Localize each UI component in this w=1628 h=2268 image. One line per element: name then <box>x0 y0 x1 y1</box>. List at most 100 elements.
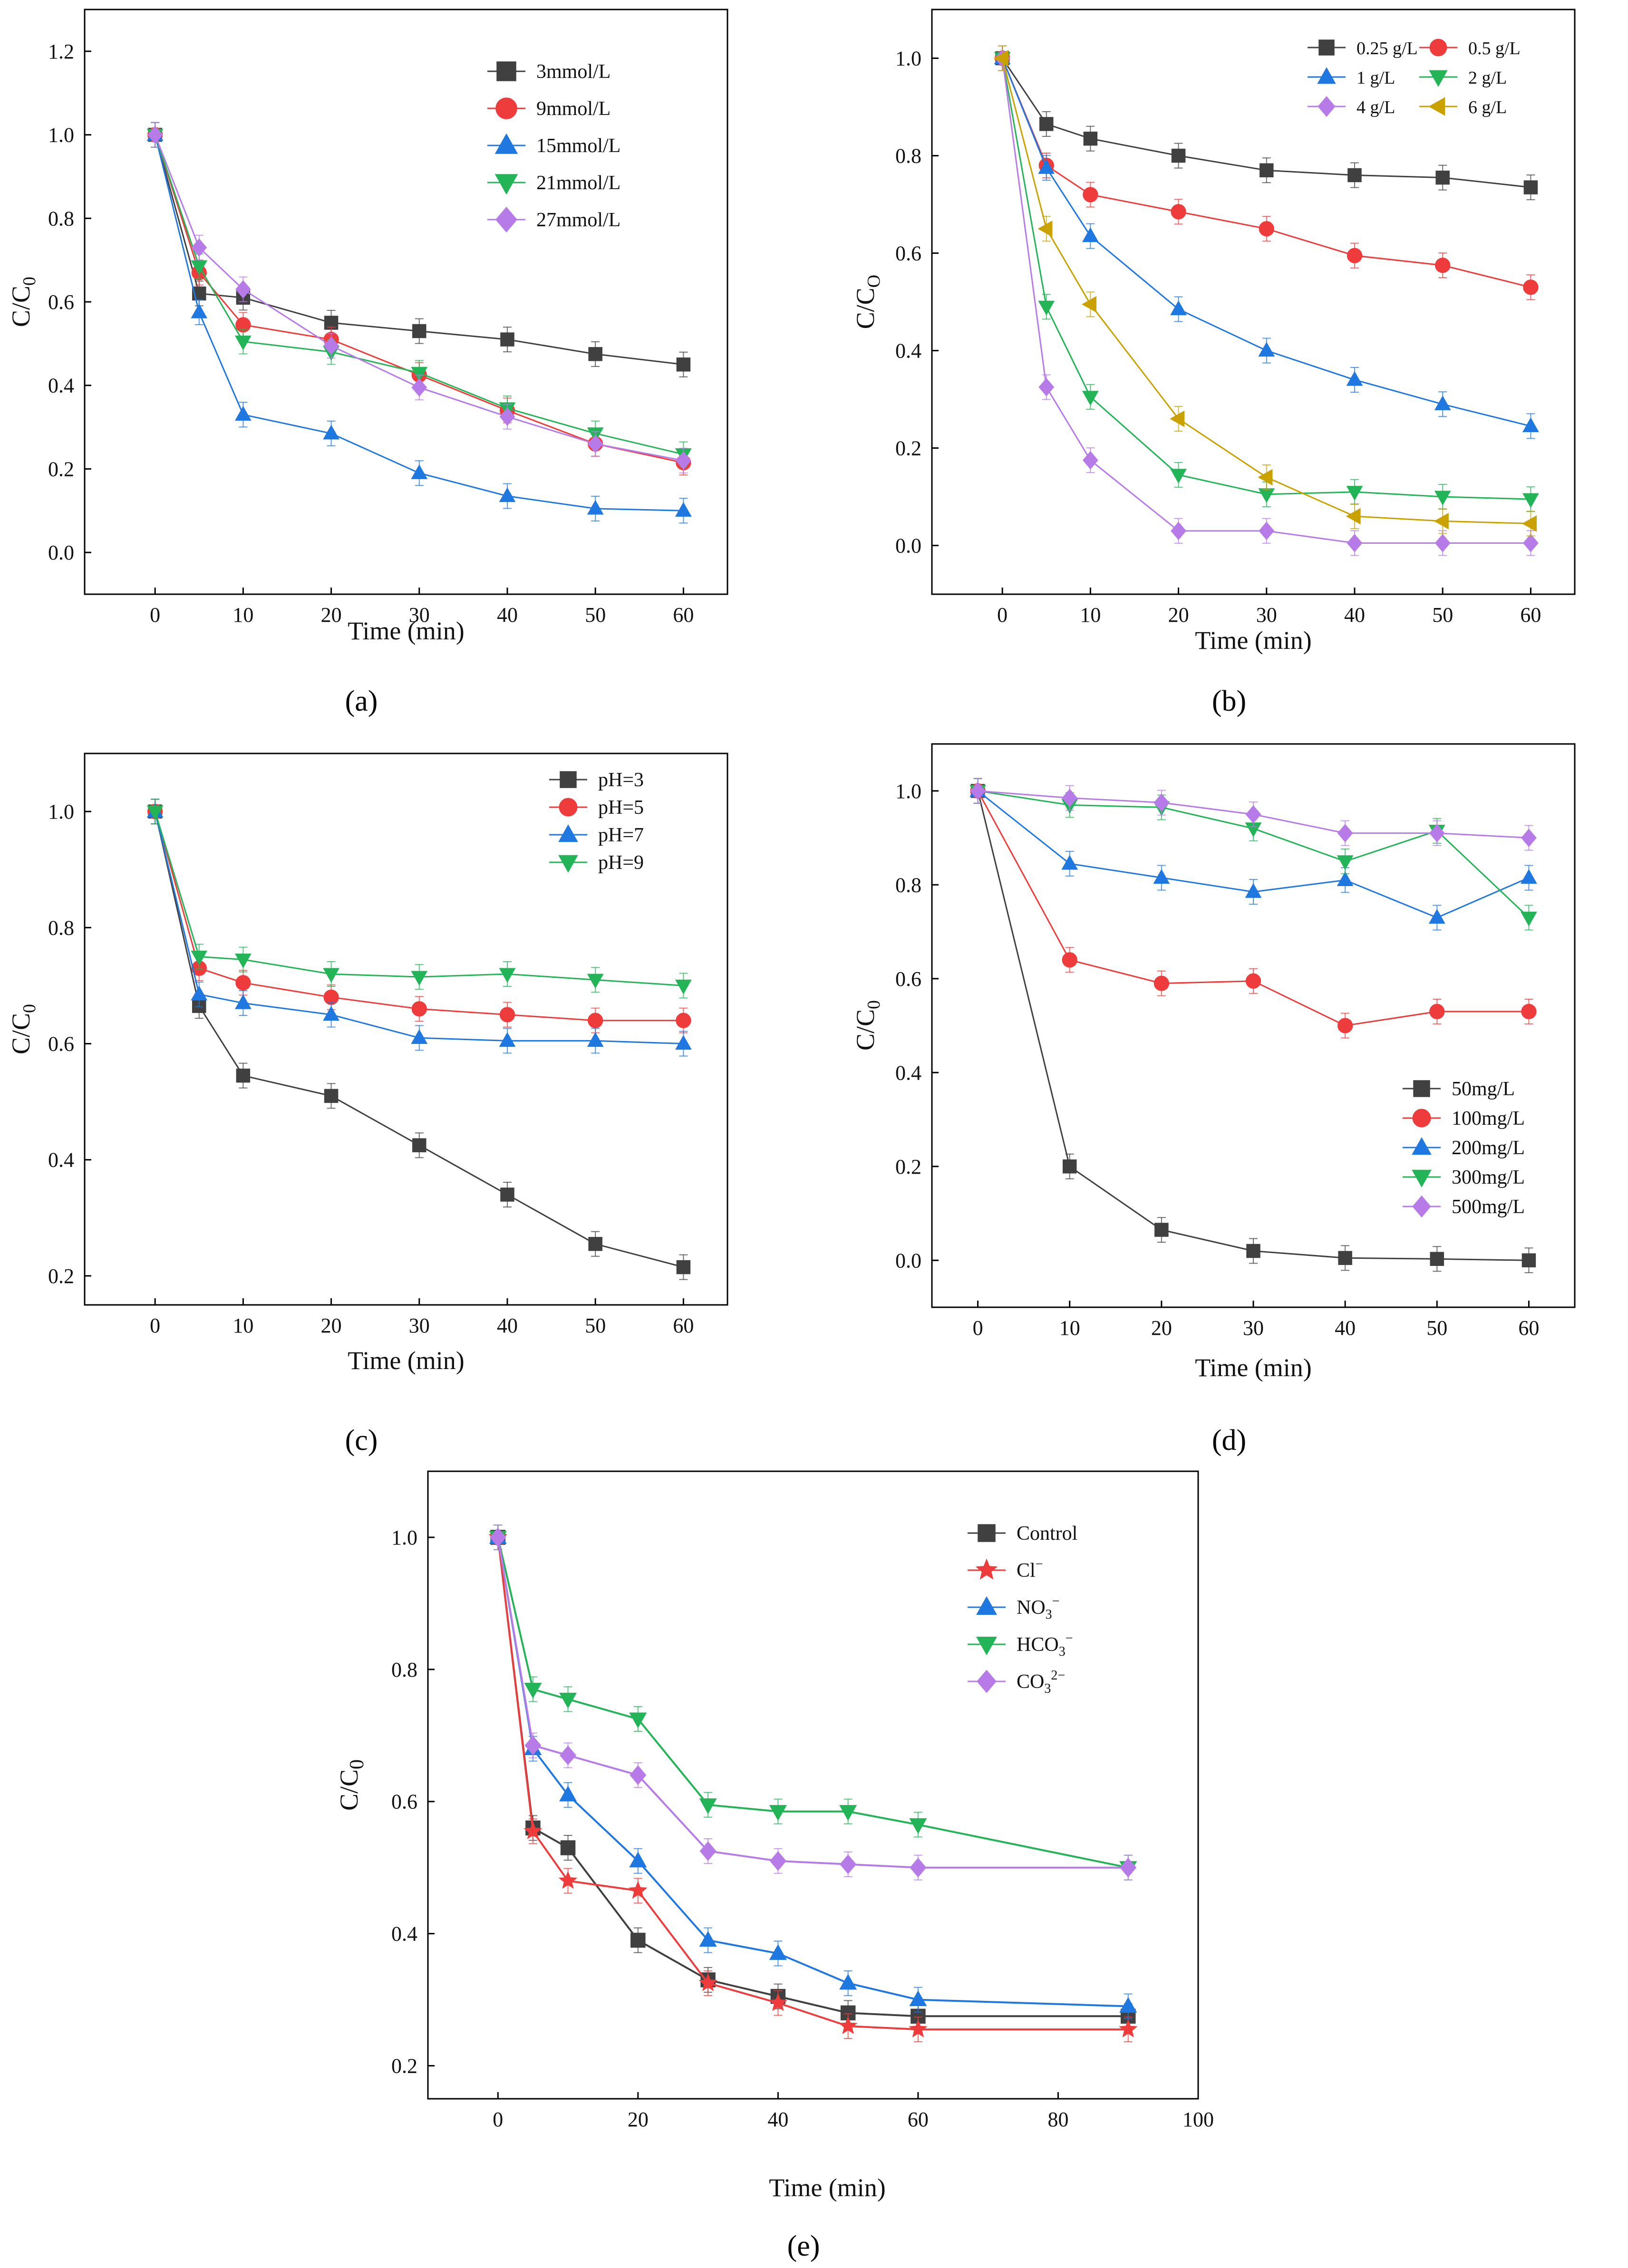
legend: Control Cl −NO3− HCO3− CO32− <box>968 1523 1077 1696</box>
legend-label-text: pH=3 <box>598 769 644 791</box>
legend-label-subscript: 3 <box>1046 1607 1052 1622</box>
data-point <box>147 125 163 144</box>
data-point <box>1347 168 1362 183</box>
x-tick-label: 60 <box>673 603 694 627</box>
data-point <box>146 805 164 820</box>
legend-marker <box>1429 39 1447 57</box>
x-tick-label: 30 <box>409 603 430 627</box>
data-point <box>1246 1244 1260 1258</box>
data-point <box>412 1138 426 1152</box>
data-point <box>699 1841 717 1861</box>
legend-label: CO32− <box>1017 1668 1065 1696</box>
legend-marker <box>558 855 578 873</box>
legend-label-superscript: − <box>1066 1631 1073 1646</box>
data-point <box>1259 521 1275 540</box>
legend-label-text: 0.25 g/L <box>1357 39 1418 58</box>
legend-label: Control <box>1017 1523 1077 1544</box>
series-group <box>146 799 692 1280</box>
y-tick-label: 0.0 <box>895 1249 921 1272</box>
series-group <box>488 1524 1138 2043</box>
data-point <box>840 1854 857 1874</box>
legend: 3mmol/L 9mmol/L 15mmol/L 21mmol/L 27mmol/L <box>487 61 620 233</box>
data-point <box>1337 1018 1353 1033</box>
legend-marker <box>1413 1080 1430 1097</box>
legend-label: pH=3 <box>598 769 644 791</box>
legend-label-subscript: 3 <box>1044 1681 1051 1696</box>
y-tick-label: 0.4 <box>48 1148 74 1172</box>
data-point <box>1083 131 1098 146</box>
data-point <box>191 260 208 275</box>
data-point <box>1434 512 1449 530</box>
data-point <box>1428 909 1445 924</box>
series-line <box>154 811 684 1044</box>
x-tick-label: 20 <box>1168 603 1189 627</box>
legend-label-text: 500mg/L <box>1452 1196 1525 1218</box>
data-point <box>1337 871 1354 887</box>
data-point <box>1522 515 1537 532</box>
legend-marker <box>976 1636 997 1656</box>
plot-frame <box>84 753 728 1306</box>
data-point <box>1521 1253 1536 1267</box>
data-point <box>1338 1251 1352 1265</box>
x-tick-label: 30 <box>1243 1316 1264 1340</box>
legend: 0.25 g/L 0.5 g/L 1 g/L 2 g/L 4 g/L 6 g/L <box>1308 39 1521 117</box>
x-tick-label: 0 <box>973 1316 983 1340</box>
legend-marker <box>494 174 518 195</box>
legend-label-text: 1 g/L <box>1357 68 1395 88</box>
data-point <box>411 378 427 397</box>
legend-marker <box>1428 97 1445 116</box>
x-tick-label: 100 <box>1182 2108 1214 2131</box>
legend-label: 27mmol/L <box>536 209 620 231</box>
data-point <box>234 335 252 350</box>
legend-label: 200mg/L <box>1452 1137 1525 1159</box>
data-point <box>1346 508 1361 525</box>
legend-label: 0.25 g/L <box>1357 39 1418 58</box>
data-point <box>768 1993 788 2011</box>
legend-label-superscript: 2− <box>1051 1668 1065 1683</box>
legend-label-text: 3mmol/L <box>536 61 610 83</box>
legend-label: NO3− <box>1017 1594 1059 1622</box>
legend-label: pH=7 <box>598 824 644 846</box>
x-tick-label: 30 <box>1256 603 1277 627</box>
data-point <box>1429 824 1445 842</box>
series-line <box>1001 58 1531 524</box>
data-point <box>1170 410 1185 427</box>
data-point <box>235 975 251 991</box>
legend-label: HCO3− <box>1017 1631 1073 1659</box>
data-point <box>587 434 603 454</box>
data-point <box>500 332 514 347</box>
x-tick-label: 50 <box>1432 603 1453 627</box>
legend-marker <box>975 1558 998 1580</box>
series-line <box>154 811 684 986</box>
data-point <box>560 1745 577 1766</box>
legend-label: 3mmol/L <box>536 61 610 83</box>
legend-marker <box>1412 1169 1432 1187</box>
series-line <box>1001 58 1531 188</box>
data-point <box>1435 257 1451 273</box>
series-line <box>154 135 684 455</box>
data-point <box>412 324 426 338</box>
legend-label: 6 g/L <box>1468 97 1507 117</box>
data-point <box>1039 117 1054 131</box>
y-axis-label: C/C0 <box>7 277 39 327</box>
legend-label-text: Cl <box>1017 1560 1036 1582</box>
x-tick-label: 60 <box>1518 1316 1539 1340</box>
data-point <box>1170 469 1187 484</box>
x-tick-label: 10 <box>233 1314 253 1337</box>
series-line <box>154 135 684 366</box>
y-axis-label: C/C0 <box>851 1000 884 1051</box>
y-tick-label: 1.0 <box>48 124 74 147</box>
x-tick-label: 0 <box>150 603 160 627</box>
data-point <box>1038 378 1055 396</box>
data-point <box>1245 883 1262 898</box>
data-point <box>1245 805 1261 824</box>
y-tick-label: 1.0 <box>48 800 74 823</box>
legend-label: 0.5 g/L <box>1468 39 1521 58</box>
y-tick-label: 0.6 <box>391 1790 417 1814</box>
data-point <box>1153 793 1170 812</box>
x-axis-label: Time (min) <box>348 617 465 645</box>
x-axis-label: Time (min) <box>1195 626 1312 655</box>
data-point <box>588 1013 603 1028</box>
y-axis-label: C/C0 <box>7 1004 39 1054</box>
legend-label: 15mmol/L <box>536 135 620 157</box>
